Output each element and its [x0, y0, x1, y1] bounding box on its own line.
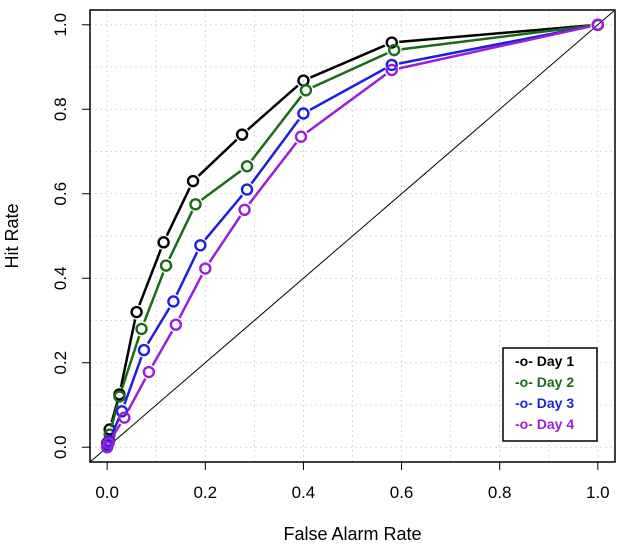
data-point	[388, 43, 401, 57]
series-line-segment	[143, 272, 165, 323]
chance-diagonal-line	[89, 9, 616, 463]
data-point	[385, 36, 398, 49]
legend-entry-day-1: -o- Day 1	[515, 353, 574, 369]
x-tick-label: 1.0	[586, 483, 610, 502]
data-point	[157, 236, 170, 249]
series-line-segment	[250, 118, 300, 185]
series-day-2	[100, 18, 605, 451]
data-point	[135, 322, 148, 336]
data-point	[385, 58, 398, 72]
series-line-segment	[111, 423, 122, 438]
data-point	[240, 183, 254, 196]
series-line-segment	[309, 44, 386, 79]
series-line-segment	[306, 73, 387, 134]
data-point	[297, 107, 310, 120]
series-line-segment	[146, 307, 171, 345]
data-point	[115, 405, 129, 418]
series-line-segment	[178, 274, 203, 319]
data-point	[167, 295, 180, 308]
legend-entry-day-3: -o- Day 3	[515, 395, 574, 411]
series-line-segment	[151, 330, 174, 367]
series-line-segment	[119, 319, 137, 388]
data-point	[186, 174, 200, 188]
x-tick-label: 0.6	[390, 483, 414, 502]
x-axis-title: False Alarm Rate	[283, 524, 421, 544]
data-point	[199, 262, 212, 275]
data-point	[130, 305, 143, 319]
series-line-segment	[248, 141, 298, 205]
series-line-segment	[208, 215, 242, 263]
x-tick-label: 0.8	[488, 483, 512, 502]
legend: -o- Day 1 -o- Day 2 -o- Day 3 -o- Day 4	[502, 347, 598, 442]
data-point	[113, 390, 126, 403]
series-line-segment	[399, 24, 591, 44]
series-line-segment	[250, 95, 303, 162]
legend-box	[502, 347, 598, 442]
x-tick-label: 0.2	[193, 483, 217, 502]
x-axis: 0.0 0.2 0.4 0.6 0.8 1.0	[95, 462, 610, 502]
data-point	[591, 18, 605, 31]
x-tick-label: 0.4	[292, 483, 316, 502]
data-point	[102, 436, 115, 450]
series-line-segment	[123, 356, 143, 405]
series-day-3	[100, 18, 605, 452]
data-point	[189, 198, 202, 211]
data-point	[240, 160, 254, 173]
y-tick-label: 1.0	[51, 13, 70, 37]
series-line-segment	[175, 251, 199, 296]
y-tick-label: 0.4	[51, 266, 70, 290]
data-point	[235, 128, 249, 141]
y-tick-label: 0.0	[51, 435, 70, 459]
series-line-segment	[138, 248, 163, 306]
data-point	[299, 84, 313, 97]
series-line-segment	[204, 194, 244, 241]
data-point	[118, 411, 131, 424]
data-point	[159, 259, 173, 272]
y-tick-label: 0.6	[51, 182, 70, 206]
series-line-segment	[126, 378, 147, 412]
series-line-segment	[200, 169, 242, 201]
series-day-4	[100, 18, 605, 454]
series-line-segment	[110, 417, 121, 435]
series-group	[100, 18, 605, 454]
series-line-segment	[398, 25, 591, 70]
y-tick-label: 0.8	[51, 97, 70, 121]
data-point	[194, 239, 207, 252]
data-point	[294, 130, 308, 143]
x-tick-label: 0.0	[95, 483, 119, 502]
series-line-segment	[165, 187, 191, 237]
series-line-segment	[110, 403, 119, 428]
data-point	[142, 365, 156, 379]
y-axis-title: Hit Rate	[2, 203, 22, 268]
data-point	[169, 318, 183, 331]
series-line-segment	[168, 210, 194, 260]
series-line-segment	[312, 52, 388, 89]
data-point	[238, 203, 251, 217]
plot-frame	[89, 9, 616, 463]
y-tick-label: 0.2	[51, 351, 70, 375]
legend-entry-day-4: -o- Day 4	[515, 416, 574, 432]
series-line-segment	[401, 24, 591, 51]
series-line-segment	[246, 84, 299, 131]
legend-entry-day-2: -o- Day 2	[515, 374, 574, 390]
series-line-segment	[309, 67, 386, 111]
series-line-segment	[197, 138, 238, 177]
y-axis: 0.0 0.2 0.4 0.6 0.8 1.0	[51, 13, 90, 459]
data-point	[137, 343, 151, 357]
series-line-segment	[120, 335, 141, 390]
data-point	[385, 63, 398, 77]
